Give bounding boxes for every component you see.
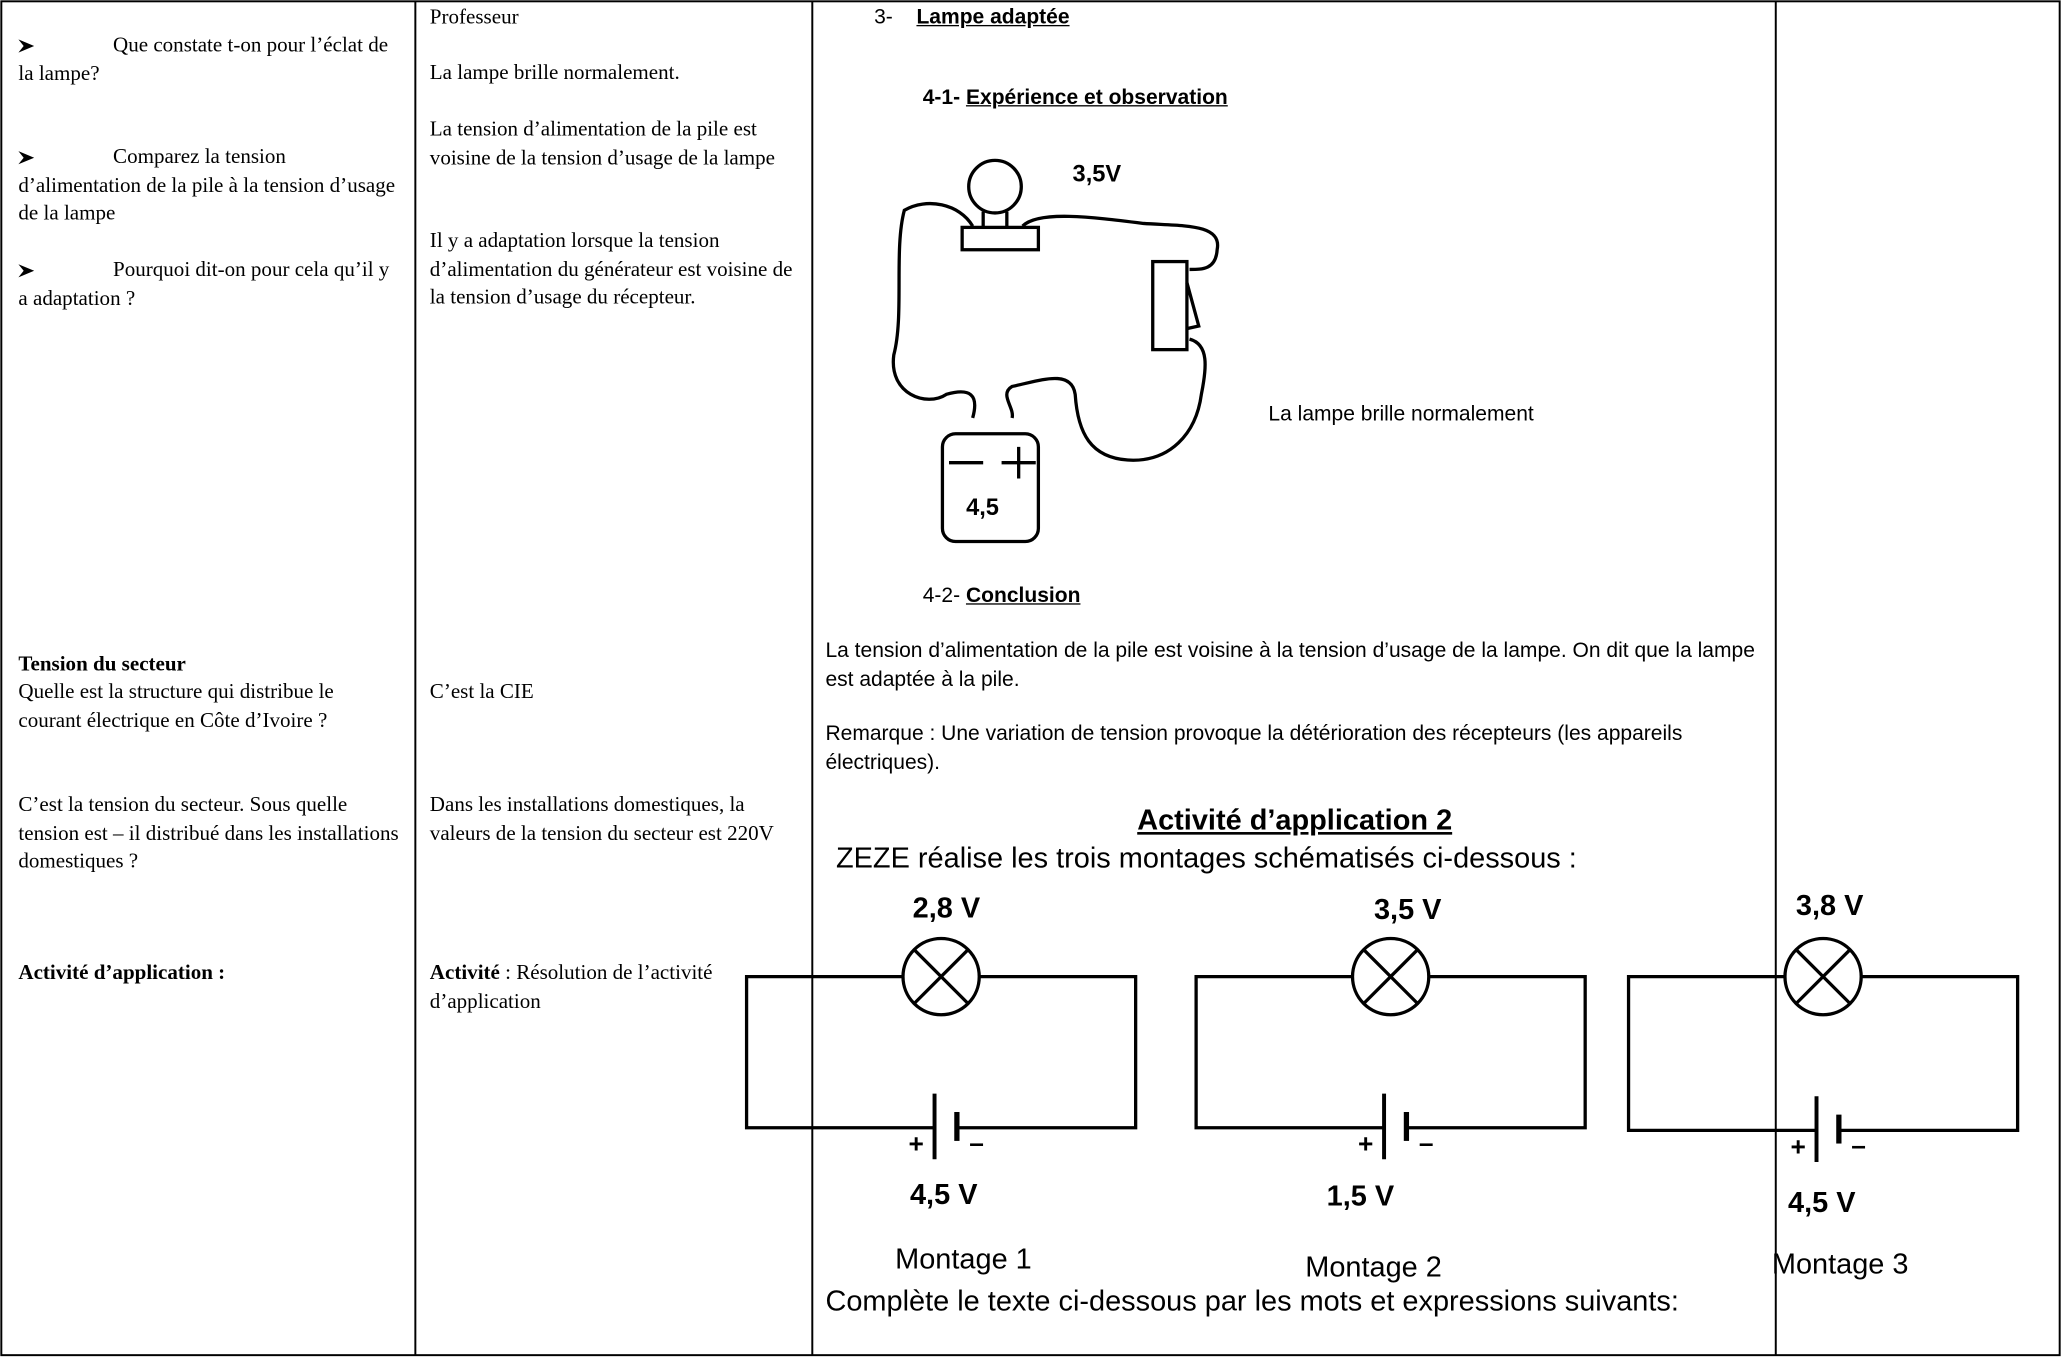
- circuit-name: Montage 3: [1772, 1249, 1909, 1281]
- subsection-title: Conclusion: [965, 584, 1081, 608]
- answer: La lampe brille normalement.: [429, 61, 680, 85]
- lamp-voltage: 3,5V: [1073, 161, 1122, 187]
- conclusion: La tension d’alimentation de la pile est…: [825, 640, 1755, 692]
- section-number: 3-: [874, 6, 893, 29]
- lamp: [901, 936, 981, 1017]
- subsection-number: 4-2-: [922, 584, 961, 608]
- question-text: Pourquoi dit-on pour cela qu’il y a adap…: [18, 258, 390, 310]
- battery-voltage: 1,5 V: [1327, 1180, 1395, 1212]
- wire: [1194, 974, 1587, 1130]
- lamp-cross: [1363, 949, 1419, 1005]
- minus-sign: –: [969, 1127, 984, 1157]
- circuit: + – 3,5 V 1,5 V Montage 2: [1194, 894, 1587, 1283]
- lamp: [1350, 936, 1431, 1017]
- activity-title: Activité d’application 2: [1137, 803, 1453, 836]
- activity-text: : Résolution de l’activité d’application: [429, 962, 713, 1013]
- circuit: + – 2,8 V 4,5 V Montage 1: [744, 892, 1138, 1275]
- lamp-voltage: 3,5 V: [1374, 894, 1442, 926]
- answer: Activité : Résolution de l’activité d’ap…: [430, 960, 805, 1017]
- answer: La tension d’alimentation de la pile est…: [429, 118, 775, 169]
- battery-voltage: 4,5 V: [910, 1179, 978, 1211]
- wire: [744, 974, 1138, 1130]
- circuits: + – 2,8 V 4,5 V Montage 1 + – 3,5 V 1,5 V Montage…: [744, 890, 2020, 1283]
- battery-voltage: 4,5 V: [1788, 1187, 1856, 1219]
- lamp-cross: [1795, 949, 1851, 1005]
- subsection-heading: 4-2- Conclusion: [923, 582, 1081, 610]
- bullet: [18, 32, 113, 60]
- answer: C’est la CIE: [429, 680, 534, 704]
- battery-voltage: 4,5: [966, 495, 999, 521]
- column-header: Professeur: [429, 6, 519, 29]
- circuit-name: Montage 2: [1305, 1251, 1442, 1283]
- plus-sign: +: [908, 1129, 923, 1159]
- bullet: [18, 256, 113, 284]
- question: Pourquoi dit-on pour cela qu’il y a adap…: [18, 256, 399, 313]
- lamp: [1783, 936, 1863, 1017]
- section-title: Lampe adaptée: [916, 6, 1070, 29]
- question: Comparez la tension d’alimentation de la…: [18, 143, 399, 228]
- activity-label: Activité: [429, 962, 500, 985]
- minus-sign: –: [1851, 1130, 1866, 1160]
- bullet: [18, 143, 113, 171]
- instruction: Complète le texte ci-dessous par les mot…: [825, 1284, 1679, 1318]
- answer: Dans les installations domestiques, la v…: [429, 793, 774, 845]
- question-text: Comparez la tension d’alimentation de la…: [18, 145, 396, 225]
- question: Quelle est la structure qui distribue le…: [18, 680, 334, 732]
- lamp-voltage: 2,8 V: [913, 892, 981, 924]
- observation: La lampe brille normalement: [1268, 403, 1534, 426]
- circuit-name: Montage 1: [895, 1243, 1032, 1275]
- wire: [1626, 974, 2020, 1133]
- question: Que constate t-on pour l’éclat de la lam…: [18, 32, 399, 89]
- answer: Il y a adaptation lorsque la tension d’a…: [429, 230, 793, 309]
- circuit: + – 3,8 V 4,5 V Montage 3: [1626, 890, 2020, 1281]
- section-title: Tension du secteur: [18, 653, 186, 676]
- subsection-heading: 4-1- Expérience et observation: [923, 84, 1228, 112]
- activity-intro: ZEZE réalise les trois montages schémati…: [835, 841, 1577, 875]
- subsection-title: Expérience et observation: [965, 86, 1228, 110]
- plus-sign: +: [1358, 1129, 1373, 1159]
- minus-sign: –: [1419, 1127, 1434, 1157]
- lamp-experiment: 3,5V 4,5: [891, 158, 1220, 544]
- section-heading: 3- Lampe adaptée: [874, 4, 1069, 32]
- lamp-voltage: 3,8 V: [1796, 890, 1864, 922]
- activity-label: Activité d’application :: [18, 962, 226, 985]
- subsection-number: 4-1-: [922, 86, 961, 110]
- question: C’est la tension du secteur. Sous quelle…: [18, 793, 399, 873]
- remark: Remarque : Une variation de tension prov…: [825, 722, 1683, 775]
- lamp-cross: [913, 949, 969, 1005]
- plus-sign: +: [1790, 1131, 1805, 1161]
- question-text: Que constate t-on pour l’éclat de la lam…: [18, 34, 389, 85]
